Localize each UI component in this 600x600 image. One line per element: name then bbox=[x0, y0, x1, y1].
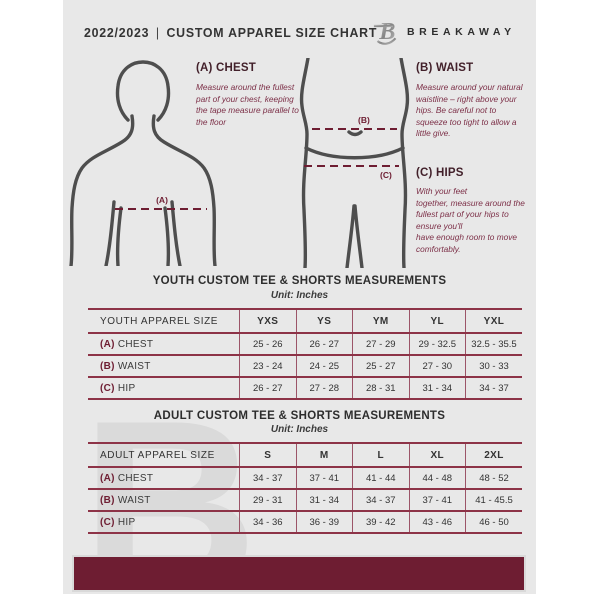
adult-table-title: ADULT CUSTOM TEE & SHORTS MEASUREMENTS bbox=[153, 410, 446, 422]
row-label-cell: (A) CHEST bbox=[88, 332, 240, 356]
size-column-header: S bbox=[239, 442, 296, 468]
hips-description: With your feet together, measure around … bbox=[416, 186, 525, 255]
breakaway-logo-icon: B bbox=[373, 18, 397, 45]
size-value-cell: 36 - 39 bbox=[295, 510, 353, 534]
size-column-header: YL bbox=[408, 308, 466, 334]
size-value-cell: 44 - 48 bbox=[408, 466, 466, 490]
chest-measure-line bbox=[115, 208, 207, 211]
measurement-row: (A) CHEST 25 - 26 26 - 27 27 - 29 29 - 32.5 3… bbox=[88, 332, 522, 356]
size-value-cell: 30 - 33 bbox=[465, 354, 522, 378]
chest-name: CHEST bbox=[215, 62, 256, 74]
waist-line-label: (B) bbox=[358, 115, 370, 125]
youth-size-table: YOUTH APPAREL SIZE YXS YS YM YL YXL (A) CHEST 2… bbox=[88, 308, 522, 400]
chest-key: (A) bbox=[196, 62, 213, 74]
size-column-header: 2XL bbox=[465, 442, 522, 468]
hips-line-label: (C) bbox=[380, 170, 392, 180]
row-label-cell: (B) WAIST bbox=[88, 354, 240, 378]
youth-table-title: YOUTH CUSTOM TEE & SHORTS MEASUREMENTS bbox=[152, 275, 447, 287]
size-value-cell: 24 - 25 bbox=[295, 354, 353, 378]
size-column-header: XL bbox=[408, 442, 466, 468]
size-value-cell: 28 - 31 bbox=[352, 376, 409, 400]
measurement-row: (C) HIP 34 - 36 36 - 39 39 - 42 43 - 46 46 - … bbox=[88, 510, 522, 534]
size-value-cell: 31 - 34 bbox=[408, 376, 466, 400]
chest-heading: (A) CHEST bbox=[196, 62, 256, 74]
adult-table-unit: Unit: Inches bbox=[270, 424, 329, 435]
row-label-cell: (C) HIP bbox=[88, 376, 240, 400]
measurement-row: (A) CHEST 34 - 37 37 - 41 41 - 44 44 - 48 48 … bbox=[88, 466, 522, 490]
table-header-row: YOUTH APPAREL SIZE YXS YS YM YL YXL bbox=[88, 308, 522, 334]
waist-key: (B) bbox=[416, 62, 433, 74]
size-value-cell: 41 - 44 bbox=[352, 466, 409, 490]
row-label-cell: (B) WAIST bbox=[88, 488, 240, 512]
season-label: 2022/2023 bbox=[84, 25, 150, 40]
waist-measure-line bbox=[312, 128, 397, 131]
document-title: 2022/2023 | CUSTOM APPAREL SIZE CHART bbox=[84, 25, 377, 40]
size-value-cell: 29 - 31 bbox=[239, 488, 296, 512]
chest-line-label: (A) bbox=[156, 195, 168, 205]
size-label-header: ADULT APPAREL SIZE bbox=[88, 442, 240, 468]
chest-description: Measure around the fullest part of your … bbox=[196, 82, 299, 127]
size-value-cell: 29 - 32.5 bbox=[408, 332, 466, 356]
size-column-header: L bbox=[352, 442, 409, 468]
size-label-header: YOUTH APPAREL SIZE bbox=[88, 308, 240, 334]
size-value-cell: 27 - 29 bbox=[352, 332, 409, 356]
size-value-cell: 27 - 30 bbox=[408, 354, 466, 378]
size-value-cell: 31 - 34 bbox=[295, 488, 353, 512]
footer-bar bbox=[72, 555, 526, 592]
hips-measure-line bbox=[304, 165, 399, 168]
hips-name: HIPS bbox=[435, 167, 464, 179]
size-column-header: YXL bbox=[465, 308, 522, 334]
size-value-cell: 26 - 27 bbox=[295, 332, 353, 356]
size-value-cell: 23 - 24 bbox=[239, 354, 296, 378]
brand-name: BREAKAWAY bbox=[407, 26, 516, 38]
title-separator: | bbox=[155, 25, 160, 40]
hips-key: (C) bbox=[416, 167, 433, 179]
size-value-cell: 34 - 37 bbox=[352, 488, 409, 512]
size-value-cell: 34 - 37 bbox=[239, 466, 296, 490]
measurement-row: (B) WAIST 29 - 31 31 - 34 34 - 37 37 - 41 41 … bbox=[88, 488, 522, 512]
size-value-cell: 27 - 28 bbox=[295, 376, 353, 400]
table-header-row: ADULT APPAREL SIZE S M L XL 2XL bbox=[88, 442, 522, 468]
lower-body-figure bbox=[299, 58, 410, 268]
size-value-cell: 39 - 42 bbox=[352, 510, 409, 534]
size-value-cell: 25 - 26 bbox=[239, 332, 296, 356]
size-value-cell: 41 - 45.5 bbox=[465, 488, 522, 512]
waist-name: WAIST bbox=[435, 62, 474, 74]
size-column-header: M bbox=[295, 442, 353, 468]
size-value-cell: 37 - 41 bbox=[408, 488, 466, 512]
size-column-header: YM bbox=[352, 308, 409, 334]
brand-block: B BREAKAWAY bbox=[373, 16, 516, 48]
size-column-header: YXS bbox=[239, 308, 296, 334]
title-text: CUSTOM APPAREL SIZE CHART bbox=[166, 25, 378, 40]
size-value-cell: 48 - 52 bbox=[465, 466, 522, 490]
size-value-cell: 25 - 27 bbox=[352, 354, 409, 378]
hips-heading: (C) HIPS bbox=[416, 167, 464, 179]
size-value-cell: 32.5 - 35.5 bbox=[465, 332, 522, 356]
size-value-cell: 34 - 36 bbox=[239, 510, 296, 534]
size-value-cell: 26 - 27 bbox=[239, 376, 296, 400]
size-chart-document: B 2022/2023 | CUSTOM APPAREL SIZE CHART B … bbox=[63, 0, 536, 594]
size-value-cell: 46 - 50 bbox=[465, 510, 522, 534]
row-label-cell: (C) HIP bbox=[88, 510, 240, 534]
youth-table-unit: Unit: Inches bbox=[270, 290, 329, 301]
measurement-row: (C) HIP 26 - 27 27 - 28 28 - 31 31 - 34 34 - … bbox=[88, 376, 522, 400]
measurement-row: (B) WAIST 23 - 24 24 - 25 25 - 27 27 - 30 30 … bbox=[88, 354, 522, 378]
row-label-cell: (A) CHEST bbox=[88, 466, 240, 490]
waist-heading: (B) WAIST bbox=[416, 62, 473, 74]
adult-size-table: ADULT APPAREL SIZE S M L XL 2XL (A) CHEST 34 - … bbox=[88, 442, 522, 534]
size-value-cell: 37 - 41 bbox=[295, 466, 353, 490]
size-column-header: YS bbox=[295, 308, 353, 334]
waist-description: Measure around your natural waistline – … bbox=[416, 82, 523, 139]
size-value-cell: 34 - 37 bbox=[465, 376, 522, 400]
size-value-cell: 43 - 46 bbox=[408, 510, 466, 534]
